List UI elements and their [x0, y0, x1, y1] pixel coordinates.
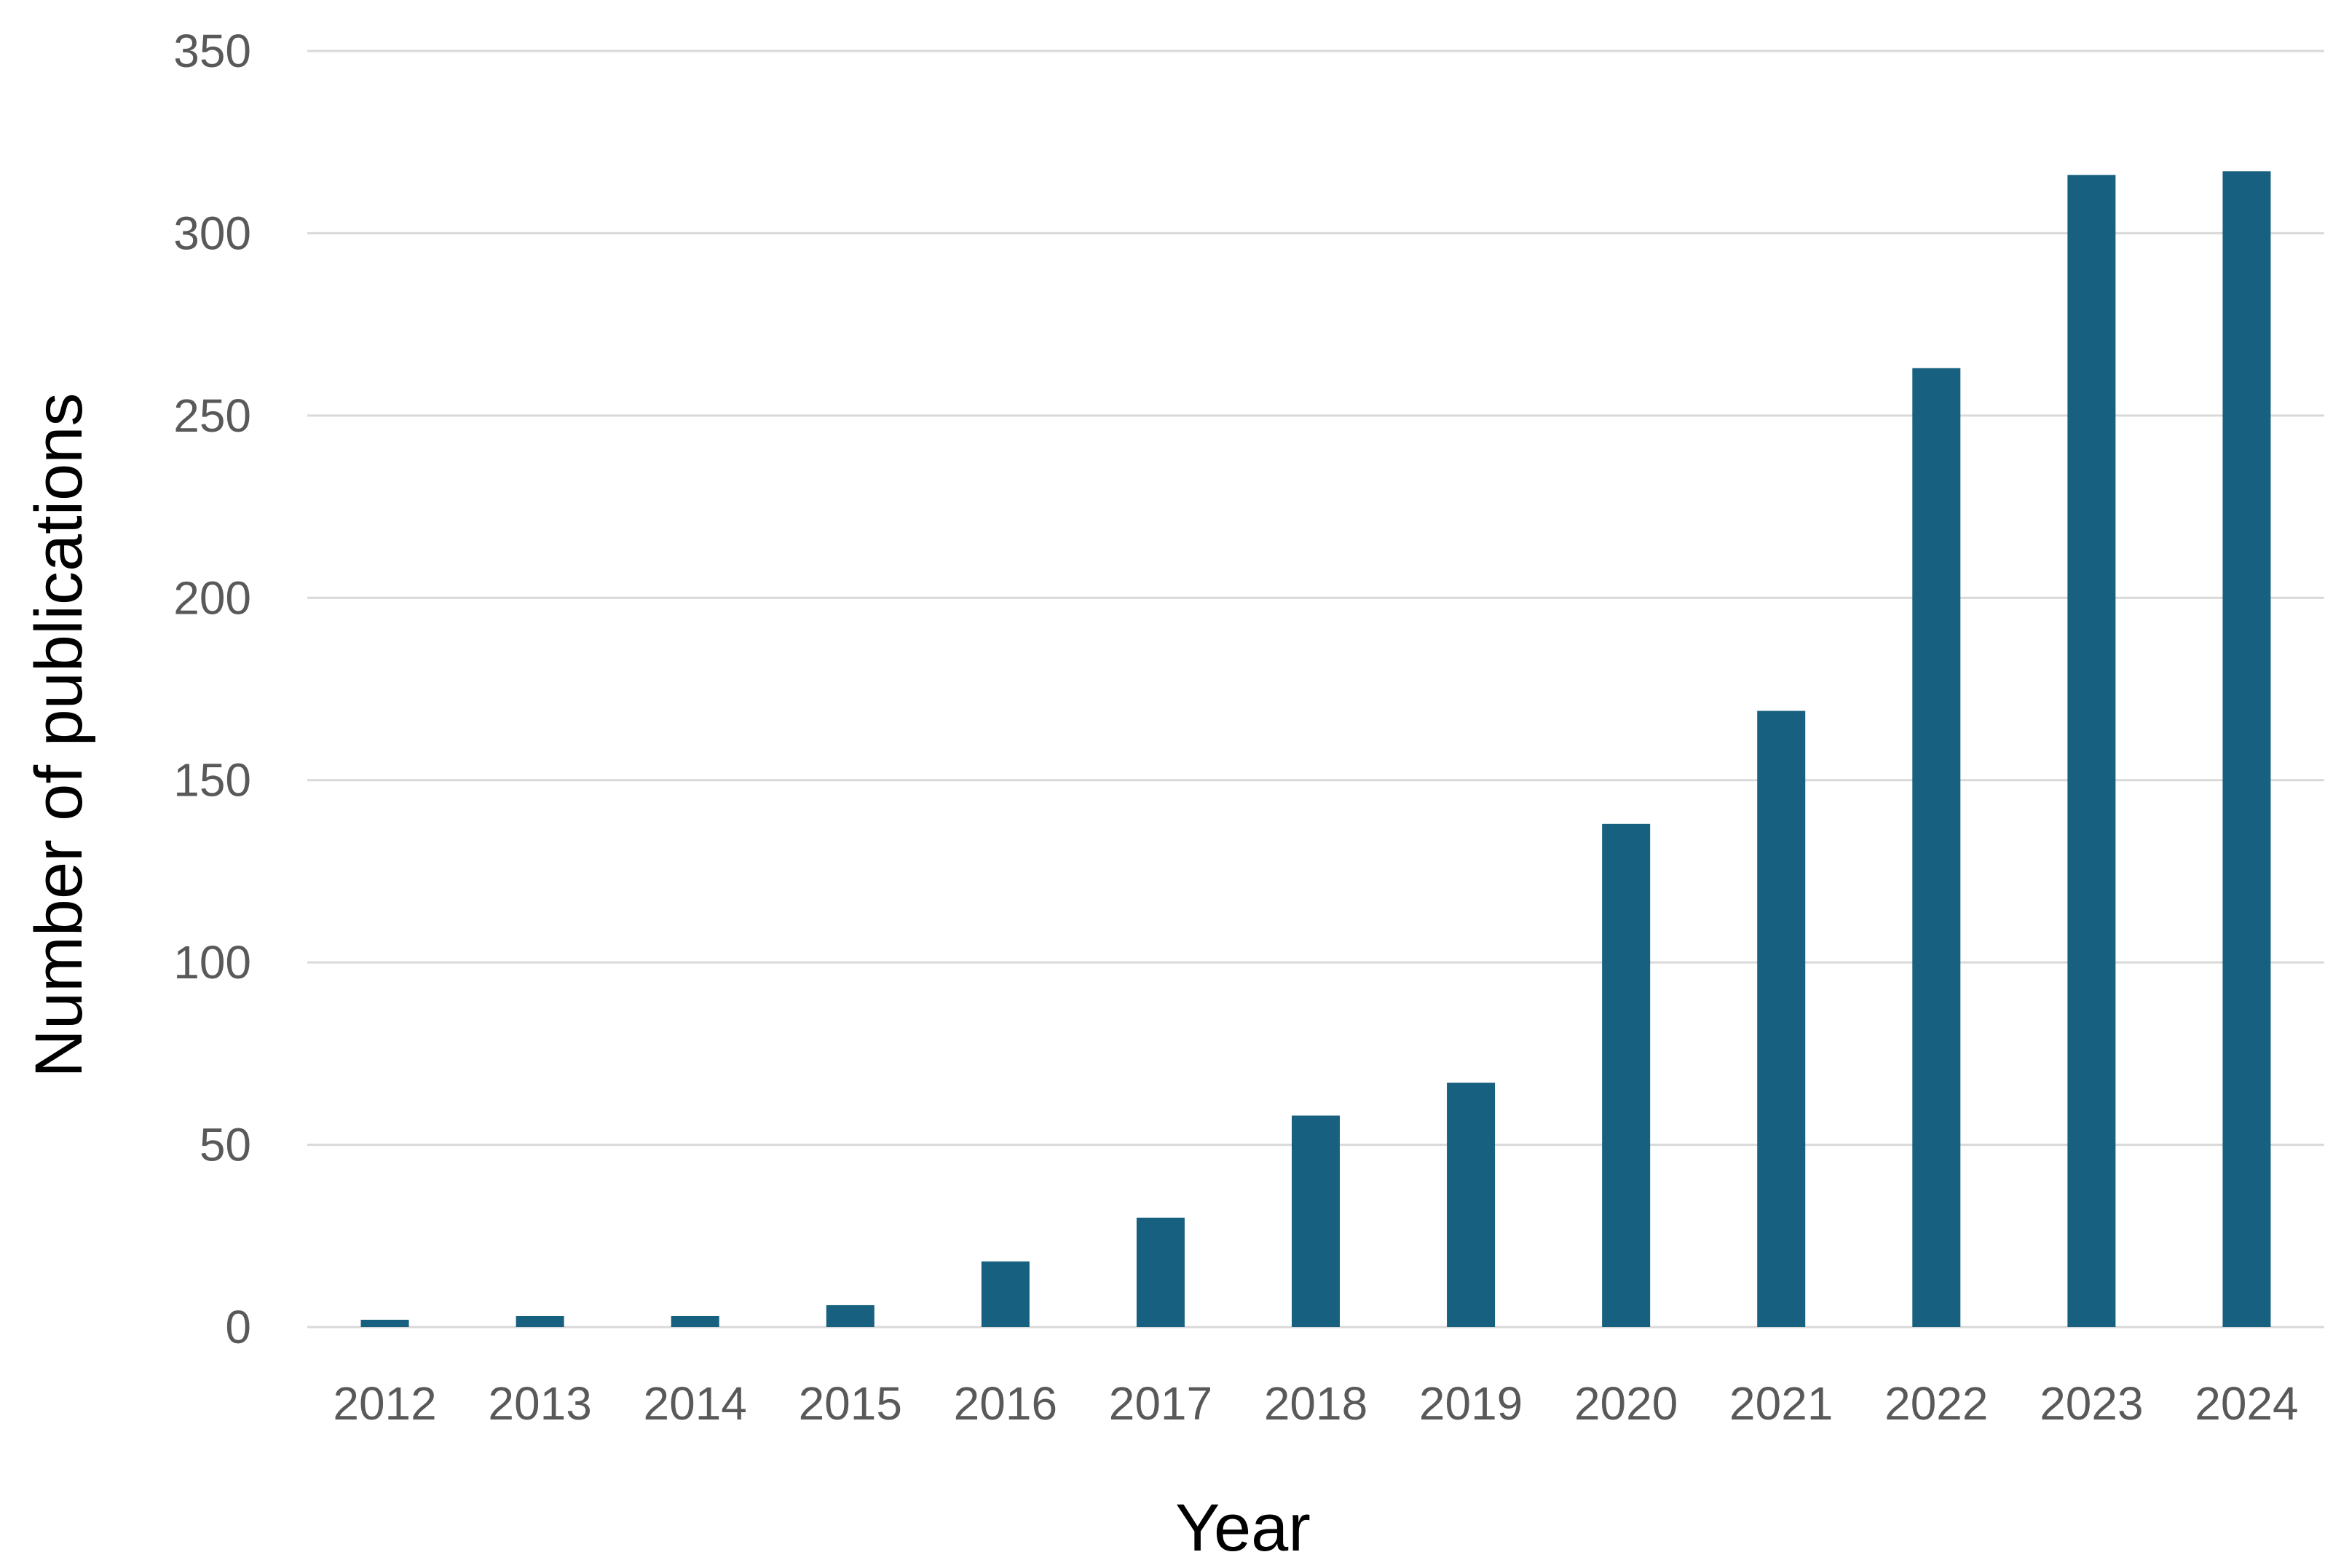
bar-2023	[2067, 175, 2116, 1328]
x-tick-label: 2015	[799, 1377, 902, 1430]
x-tick-label: 2019	[1419, 1377, 1523, 1430]
bar-2019	[1447, 1082, 1496, 1327]
y-tick-label: 50	[200, 1119, 251, 1171]
y-tick-label: 250	[173, 389, 251, 442]
y-axis-ticks: 0 50 100 150 200 250 300 350	[173, 25, 251, 1353]
bar-2017	[1136, 1217, 1185, 1327]
x-tick-label: 2017	[1109, 1377, 1212, 1430]
bar-2022	[1912, 368, 1961, 1327]
y-tick-label: 100	[173, 936, 251, 989]
x-tick-label: 2014	[644, 1377, 747, 1430]
x-tick-label: 2024	[2195, 1377, 2298, 1430]
x-tick-label: 2021	[1729, 1377, 1833, 1430]
bar-2014	[671, 1315, 719, 1327]
y-tick-label: 200	[173, 571, 251, 624]
bar-2020	[1602, 823, 1651, 1327]
bar-2013	[516, 1315, 564, 1327]
y-tick-label: 300	[173, 207, 251, 259]
bar-2024	[2222, 171, 2271, 1328]
x-axis-ticks: 2012 2013 2014 2015 2016 2017 2018 2019 2020 2021…	[333, 1377, 2298, 1430]
x-tick-label: 2013	[488, 1377, 591, 1430]
bar-2018	[1292, 1115, 1340, 1327]
gridlines	[307, 50, 2324, 1329]
y-tick-label: 0	[225, 1301, 251, 1353]
y-tick-label: 350	[173, 25, 251, 77]
bars	[360, 171, 2271, 1328]
x-tick-label: 2016	[954, 1377, 1057, 1430]
bar-2012	[360, 1319, 409, 1327]
x-tick-label: 2012	[333, 1377, 436, 1430]
bar-2016	[981, 1261, 1030, 1327]
x-tick-label: 2018	[1264, 1377, 1367, 1430]
x-tick-label: 2023	[2040, 1377, 2143, 1430]
x-tick-label: 2022	[1884, 1377, 1988, 1430]
x-axis-title: Year	[1175, 1491, 1311, 1565]
bar-2021	[1757, 710, 1806, 1327]
y-tick-label: 150	[173, 754, 251, 807]
y-axis-title: Number of publications	[22, 393, 96, 1078]
bar-2015	[826, 1304, 875, 1327]
x-tick-label: 2020	[1574, 1377, 1678, 1430]
